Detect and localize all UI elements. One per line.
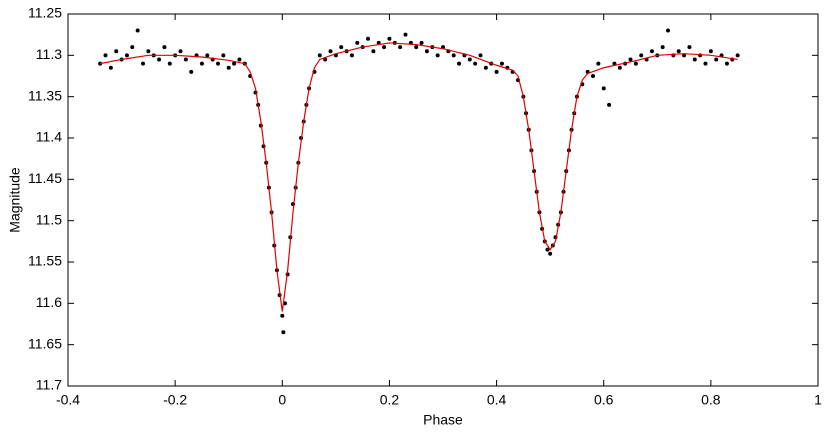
x-axis-label: Phase	[423, 412, 463, 428]
x-tick-label: 0.8	[701, 392, 721, 408]
x-tick-label: -0.4	[56, 392, 80, 408]
data-point	[591, 74, 595, 78]
data-point	[135, 28, 140, 33]
data-point	[708, 49, 713, 54]
y-tick-label: 11.55	[28, 253, 62, 269]
plot-frame	[67, 13, 819, 387]
data-point	[216, 61, 220, 66]
data-point	[483, 65, 488, 70]
x-tick-label: -0.2	[163, 392, 187, 408]
data-point	[205, 53, 210, 58]
data-point	[649, 49, 654, 54]
data-point	[146, 49, 151, 54]
data-point	[596, 61, 601, 66]
data-point	[628, 57, 633, 62]
data-point	[617, 65, 622, 70]
data-point	[714, 57, 719, 62]
y-tick-label: 11.6	[36, 294, 62, 310]
y-axis-label: Magnitude	[7, 167, 23, 233]
x-tick-label: 0.4	[487, 392, 507, 408]
y-tick-label: 11.4	[36, 129, 62, 145]
data-point	[499, 61, 504, 66]
data-point	[328, 49, 333, 54]
data-point	[221, 53, 226, 58]
data-point	[548, 251, 553, 256]
y-tick-label: 11.65	[28, 335, 62, 351]
data-point	[703, 61, 708, 66]
data-point	[639, 53, 644, 58]
data-point	[403, 32, 408, 37]
data-point	[280, 313, 285, 318]
data-point	[178, 49, 183, 54]
y-tick-label: 11.3	[36, 46, 62, 62]
data-point	[355, 40, 360, 45]
model-line	[100, 42, 738, 312]
data-point	[607, 102, 612, 107]
data-point	[366, 36, 370, 41]
data-point	[419, 40, 424, 45]
data-point	[735, 53, 740, 58]
data-point	[141, 61, 145, 66]
data-point	[451, 53, 456, 58]
data-point	[114, 49, 119, 54]
data-point	[633, 61, 638, 66]
data-point	[478, 53, 483, 58]
data-point	[387, 36, 392, 41]
data-point	[108, 65, 113, 70]
data-point	[167, 61, 172, 66]
data-point	[339, 45, 344, 50]
data-point	[424, 49, 429, 54]
y-tick-label: 11.5	[36, 211, 62, 227]
data-point	[157, 57, 162, 62]
data-point	[281, 330, 286, 335]
data-point	[666, 28, 670, 33]
data-point	[494, 69, 499, 74]
data-point	[414, 45, 419, 50]
data-point	[724, 61, 729, 66]
data-point	[162, 45, 167, 50]
data-point	[660, 45, 665, 50]
data-point	[124, 53, 129, 58]
data-point	[467, 57, 472, 62]
x-tick-label: 0.6	[594, 392, 614, 408]
data-point	[692, 57, 697, 62]
data-point	[457, 61, 462, 66]
data-point	[189, 69, 194, 74]
x-tick-label: 0.2	[380, 392, 400, 408]
data-point	[103, 53, 108, 58]
data-point	[130, 45, 135, 50]
data-point	[183, 57, 188, 62]
data-point	[601, 86, 606, 91]
data-point	[676, 49, 681, 54]
data-point	[435, 53, 440, 58]
x-tick-label: 0	[278, 392, 286, 408]
data-point	[226, 65, 231, 70]
data-point	[317, 53, 322, 58]
data-point	[398, 45, 403, 50]
data-point	[349, 53, 354, 58]
data-point	[237, 57, 242, 62]
y-tick-label: 11.25	[28, 5, 62, 21]
data-point	[545, 247, 550, 252]
data-point	[371, 49, 376, 54]
data-point	[382, 45, 387, 50]
data-point	[687, 45, 692, 50]
y-tick-label: 11.45	[28, 170, 62, 186]
x-tick-label: 1	[814, 392, 822, 408]
data-point	[473, 61, 478, 66]
y-tick-label: 11.35	[28, 87, 62, 103]
y-tick-label: 11.7	[36, 377, 62, 393]
data-point	[232, 61, 237, 66]
data-point	[199, 61, 204, 66]
